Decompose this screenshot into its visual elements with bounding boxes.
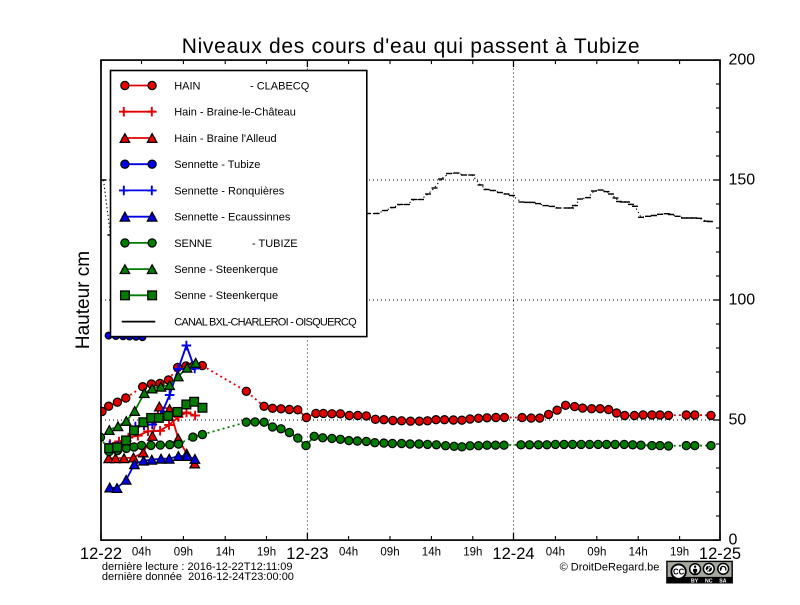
svg-text:Sennette - Ecaussinnes: Sennette - Ecaussinnes — [174, 212, 291, 224]
svg-text:Senne - Steenkerque: Senne - Steenkerque — [174, 264, 278, 276]
svg-text:200: 200 — [729, 51, 756, 68]
svg-text:Hain - Braine-le-Château: Hain - Braine-le-Château — [174, 107, 296, 119]
svg-text:- TUBIZE: - TUBIZE — [252, 238, 298, 250]
svg-text:© DroitDeRegard.be: © DroitDeRegard.be — [560, 562, 660, 574]
svg-text:100: 100 — [729, 291, 756, 308]
svg-text:12-22: 12-22 — [80, 545, 122, 563]
svg-text:0: 0 — [729, 531, 738, 548]
svg-text:BY: BY — [691, 578, 699, 584]
svg-text:19h: 19h — [257, 547, 276, 559]
svg-text:CANAL BXL-CHARLEROI - OISQUER: CANAL BXL-CHARLEROI - OISQUERCQ — [174, 317, 357, 329]
svg-text:14h: 14h — [629, 547, 648, 559]
svg-text:04h: 04h — [546, 547, 565, 559]
svg-text:Hauteur cm: Hauteur cm — [73, 251, 94, 349]
svg-text:Sennette - Tubize: Sennette - Tubize — [174, 159, 260, 171]
svg-text:dernière donnée 2016-12-24T23: dernière donnée 2016-12-24T23:00:00 — [102, 571, 294, 583]
svg-text:19h: 19h — [670, 547, 689, 559]
svg-text:150: 150 — [729, 171, 756, 188]
svg-text:12-25: 12-25 — [699, 545, 741, 563]
svg-text:50: 50 — [729, 411, 747, 428]
svg-text:09h: 09h — [380, 547, 399, 559]
svg-text:Hain - Braine l'Alleud: Hain - Braine l'Alleud — [174, 133, 276, 145]
svg-text:14h: 14h — [216, 547, 235, 559]
svg-text:CC: CC — [673, 567, 685, 576]
svg-text:Sennette - Ronquières: Sennette - Ronquières — [174, 185, 285, 197]
svg-text:Senne - Steenkerque: Senne - Steenkerque — [174, 290, 278, 302]
svg-text:SA: SA — [719, 578, 726, 584]
svg-text:04h: 04h — [132, 547, 151, 559]
svg-text:dernière lecture : 2016-12-22T: dernière lecture : 2016-12-22T12:11:09 — [102, 561, 293, 573]
svg-text:09h: 09h — [174, 547, 193, 559]
svg-text:14h: 14h — [422, 547, 441, 559]
svg-text:12-23: 12-23 — [286, 545, 328, 563]
svg-text:NC: NC — [705, 578, 713, 584]
svg-text:19h: 19h — [463, 547, 482, 559]
svg-text:- CLABECQ: - CLABECQ — [250, 80, 310, 92]
svg-text:SENNE: SENNE — [174, 238, 212, 250]
svg-text:Niveaux des cours d'eau qui pa: Niveaux des cours d'eau qui passent à Tu… — [182, 35, 641, 58]
svg-text:04h: 04h — [339, 547, 358, 559]
svg-text:HAIN: HAIN — [174, 80, 200, 92]
svg-text:12-24: 12-24 — [492, 545, 534, 563]
svg-text:09h: 09h — [587, 547, 606, 559]
